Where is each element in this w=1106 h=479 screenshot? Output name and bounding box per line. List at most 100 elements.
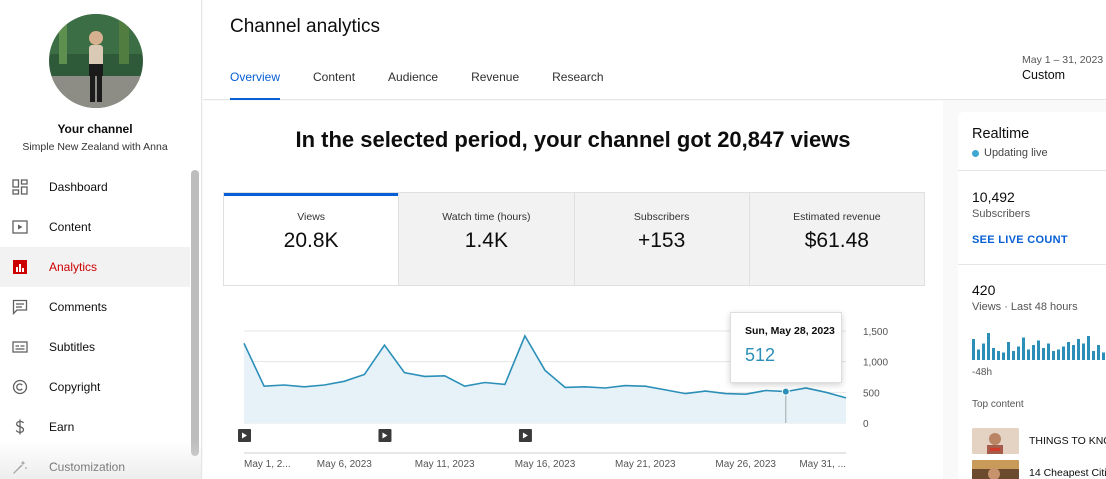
realtime-bar	[1072, 345, 1075, 360]
metric-tab-subscribers[interactable]: Subscribers +153	[573, 193, 749, 285]
copyright-icon	[11, 379, 28, 396]
top-content-item[interactable]: 14 Cheapest Citi	[972, 460, 1106, 479]
metric-tab-views[interactable]: Views 20.8K	[224, 193, 399, 285]
sidebar-nav: Dashboard Content Analytics Comments	[0, 167, 190, 479]
x-tick-label: May 6, 2023	[317, 459, 372, 470]
subtitles-icon	[11, 339, 28, 356]
sidebar-item-dashboard[interactable]: Dashboard	[0, 167, 190, 207]
realtime-bar	[1042, 348, 1045, 360]
sidebar-scrollbar[interactable]	[191, 170, 199, 456]
realtime-bar	[1037, 340, 1040, 360]
avatar[interactable]	[49, 14, 143, 108]
your-channel-label: Your channel	[57, 122, 133, 136]
video-thumbnail	[972, 460, 1019, 479]
x-tick-label: May 26, 2023	[715, 459, 776, 470]
tab-overview[interactable]: Overview	[230, 70, 281, 100]
sidebar-item-subtitles[interactable]: Subtitles	[0, 327, 190, 367]
realtime-bar	[1082, 343, 1085, 360]
x-tick-label: May 16, 2023	[515, 459, 576, 470]
y-tick-label: 500	[863, 388, 880, 399]
sidebar-item-comments[interactable]: Comments	[0, 287, 190, 327]
realtime-axis-label: -48h	[972, 367, 993, 378]
tab-audience[interactable]: Audience	[388, 70, 439, 84]
sidebar-item-label: Dashboard	[49, 180, 108, 194]
sidebar-item-label: Analytics	[49, 260, 98, 274]
realtime-subscribers-value: 10,492	[972, 189, 1015, 205]
sidebar-item-content[interactable]: Content	[0, 207, 190, 247]
realtime-bar	[1077, 339, 1080, 360]
realtime-bar	[1017, 346, 1020, 360]
realtime-bar	[1052, 351, 1055, 360]
realtime-bar	[992, 348, 995, 360]
sidebar-item-customization[interactable]: Customization	[0, 447, 190, 479]
chart-tooltip: Sun, May 28, 2023 512	[730, 312, 842, 383]
realtime-bar	[977, 349, 980, 360]
metric-label: Watch time (hours)	[442, 211, 531, 223]
realtime-bar	[1057, 349, 1060, 360]
realtime-bar	[1062, 346, 1065, 360]
video-published-marker-icon[interactable]	[378, 429, 392, 442]
metric-value: $61.48	[804, 229, 869, 252]
avatar-image	[49, 14, 143, 108]
top-content-title: THINGS TO KNO	[1029, 435, 1106, 447]
realtime-bar	[972, 339, 975, 360]
realtime-bar	[1092, 351, 1095, 360]
metric-tab-estimated-revenue[interactable]: Estimated revenue $61.48	[748, 193, 924, 285]
highlighted-point	[781, 387, 790, 396]
sidebar-item-label: Comments	[49, 300, 108, 314]
sidebar-item-earn[interactable]: Earn	[0, 407, 190, 447]
tooltip-date: Sun, May 28, 2023	[745, 325, 835, 337]
top-content-item[interactable]: THINGS TO KNO	[972, 428, 1106, 454]
views-chart[interactable]: 1,500 1,000 500 0 May 1, 2... May 6, 2023 May …	[203, 301, 943, 479]
tab-research[interactable]: Research	[552, 70, 604, 84]
y-tick-label: 1,000	[863, 358, 888, 369]
top-content-title: 14 Cheapest Citi	[1029, 467, 1106, 479]
earn-icon	[11, 419, 28, 436]
divider	[958, 170, 1106, 171]
video-published-marker-icon[interactable]	[238, 429, 251, 442]
see-live-count-link[interactable]: SEE LIVE COUNT	[972, 234, 1068, 246]
tab-revenue[interactable]: Revenue	[471, 70, 520, 84]
x-tick-label: May 11, 2023	[415, 459, 475, 470]
realtime-bar	[1087, 336, 1090, 360]
page-title: Channel analytics	[230, 16, 380, 37]
x-tick-label: May 1, 2...	[244, 459, 291, 470]
x-tick-label: May 21, 2023	[615, 459, 676, 470]
sidebar-item-copyright[interactable]: Copyright	[0, 367, 190, 407]
metric-value: 20.8K	[283, 229, 339, 252]
metric-value: +153	[637, 229, 686, 252]
date-range-label[interactable]: May 1 – 31, 2023	[1022, 54, 1104, 66]
realtime-bar	[1022, 337, 1025, 360]
realtime-status-text: Updating live	[984, 147, 1048, 159]
metric-label: Views	[297, 211, 326, 223]
sidebar-item-analytics[interactable]: Analytics	[0, 247, 190, 287]
customization-icon	[11, 459, 28, 476]
realtime-bar	[982, 343, 985, 360]
sidebar-item-label: Customization	[49, 460, 126, 474]
sidebar-item-label: Copyright	[49, 380, 101, 394]
tab-content[interactable]: Content	[313, 70, 356, 84]
realtime-views-value: 420	[972, 282, 996, 298]
metric-tab-watch-time[interactable]: Watch time (hours) 1.4K	[398, 193, 574, 285]
realtime-status: Updating live	[972, 147, 1048, 159]
y-tick-label: 1,500	[863, 327, 888, 338]
realtime-bar	[1067, 342, 1070, 360]
y-tick-label: 0	[863, 419, 869, 430]
header: Channel analytics Overview Content Audie…	[203, 0, 1106, 100]
metric-label: Estimated revenue	[793, 211, 881, 223]
metric-tabs: Views 20.8K Watch time (hours) 1.4K Subs…	[223, 192, 925, 286]
realtime-bar	[987, 333, 990, 360]
realtime-bar	[1012, 351, 1015, 360]
video-thumbnail	[972, 428, 1019, 454]
metric-label: Subscribers	[633, 211, 690, 223]
realtime-bar	[1007, 342, 1010, 360]
date-preset-selector[interactable]: Custom	[1022, 68, 1066, 82]
realtime-bar	[1097, 345, 1100, 360]
realtime-bar	[1047, 343, 1050, 360]
video-published-marker-icon[interactable]	[518, 429, 532, 442]
realtime-bar	[1032, 345, 1035, 360]
sidebar: Your channel Simple New Zealand with Ann…	[0, 0, 202, 479]
dashboard-icon	[11, 179, 28, 196]
views-headline: In the selected period, your channel got…	[295, 127, 851, 152]
